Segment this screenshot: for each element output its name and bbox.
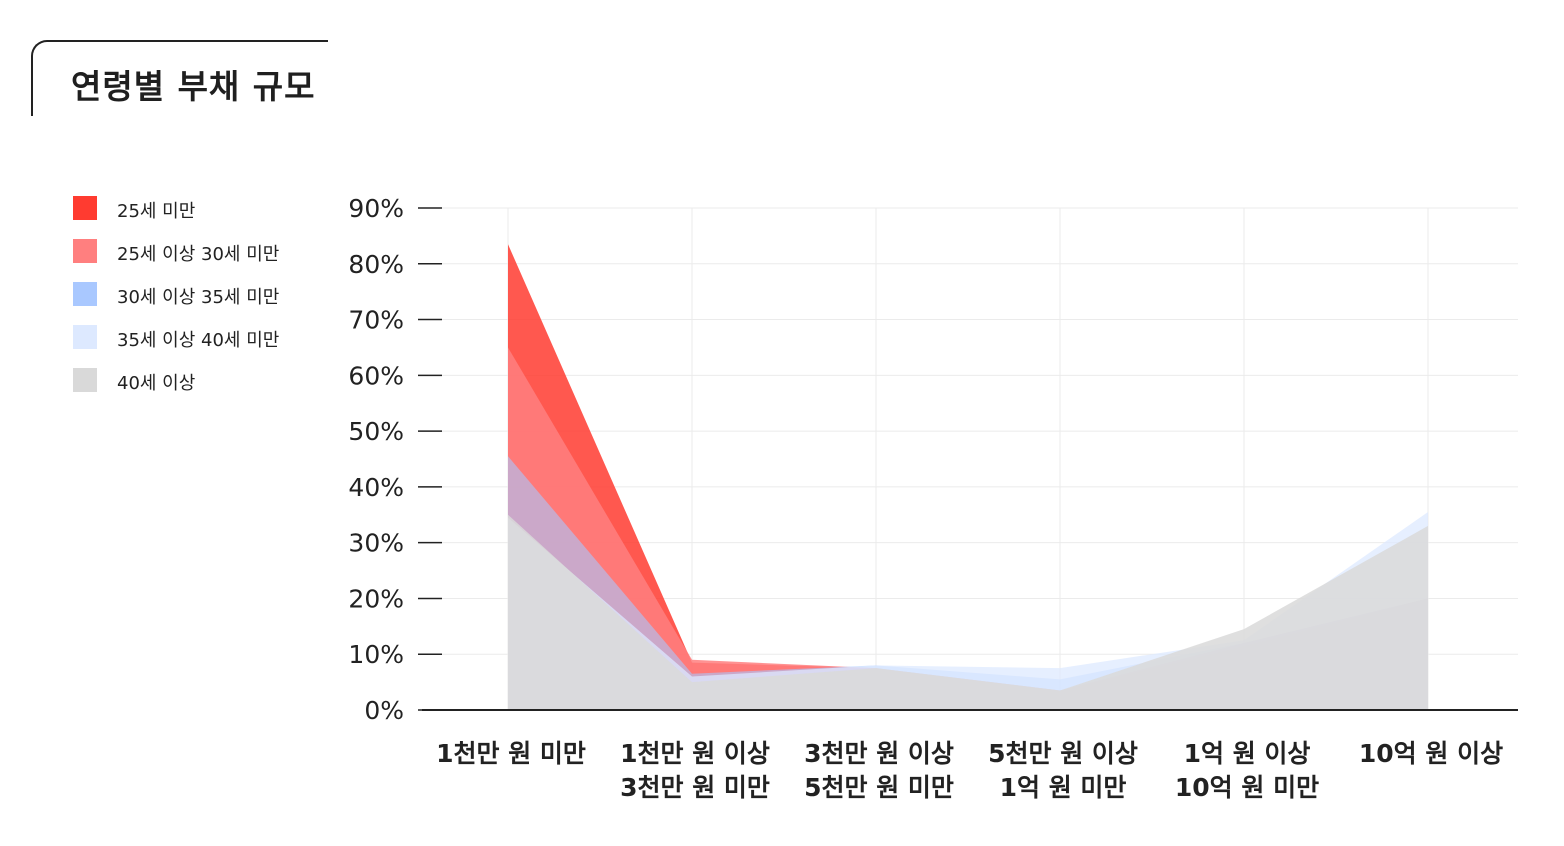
x-category-label: 1천만 원 이상 <box>620 739 770 768</box>
y-tick-label: 10% <box>348 640 404 669</box>
y-tick-label: 80% <box>348 250 404 279</box>
x-category-label: 3천만 원 미만 <box>620 773 770 802</box>
legend-item: 40세 이상 <box>73 368 313 394</box>
legend-item: 30세 이상 35세 미만 <box>73 282 313 308</box>
x-category-label: 3천만 원 이상 <box>804 739 954 768</box>
legend-item: 35세 이상 40세 미만 <box>73 325 313 351</box>
legend-swatch <box>73 368 97 392</box>
y-tick-label: 50% <box>348 417 404 446</box>
y-tick-label: 40% <box>348 473 404 502</box>
y-tick-label: 90% <box>348 194 404 223</box>
legend-label: 25세 이상 30세 미만 <box>117 244 280 265</box>
legend-label: 40세 이상 <box>117 373 196 394</box>
legend-item: 25세 이상 30세 미만 <box>73 239 313 265</box>
legend-swatch <box>73 239 97 263</box>
x-category-label: 1억 원 미만 <box>1000 773 1127 802</box>
x-category-label: 5천만 원 미만 <box>804 773 954 802</box>
x-category-label: 10억 원 미만 <box>1175 773 1319 802</box>
chart-title-frame: 연령별 부채 규모 <box>31 40 328 116</box>
legend-swatch <box>73 325 97 349</box>
chart-title: 연령별 부채 규모 <box>71 67 316 106</box>
legend-label: 30세 이상 35세 미만 <box>117 287 280 308</box>
y-tick-label: 30% <box>348 529 404 558</box>
area-series-5 <box>508 514 1428 710</box>
x-category-label: 5천만 원 이상 <box>988 739 1138 768</box>
legend-swatch <box>73 196 97 220</box>
y-tick-label: 60% <box>348 361 404 390</box>
y-tick-label: 70% <box>348 306 404 335</box>
y-tick-label: 0% <box>364 696 404 725</box>
legend-item: 25세 미만 <box>73 196 313 222</box>
legend-label: 35세 이상 40세 미만 <box>117 330 280 351</box>
legend-label: 25세 미만 <box>117 201 196 222</box>
x-category-label: 1천만 원 미만 <box>436 739 586 768</box>
x-category-label: 10억 원 이상 <box>1359 739 1503 768</box>
x-category-label: 1억 원 이상 <box>1184 739 1311 768</box>
legend-swatch <box>73 282 97 306</box>
y-tick-label: 20% <box>348 584 404 613</box>
